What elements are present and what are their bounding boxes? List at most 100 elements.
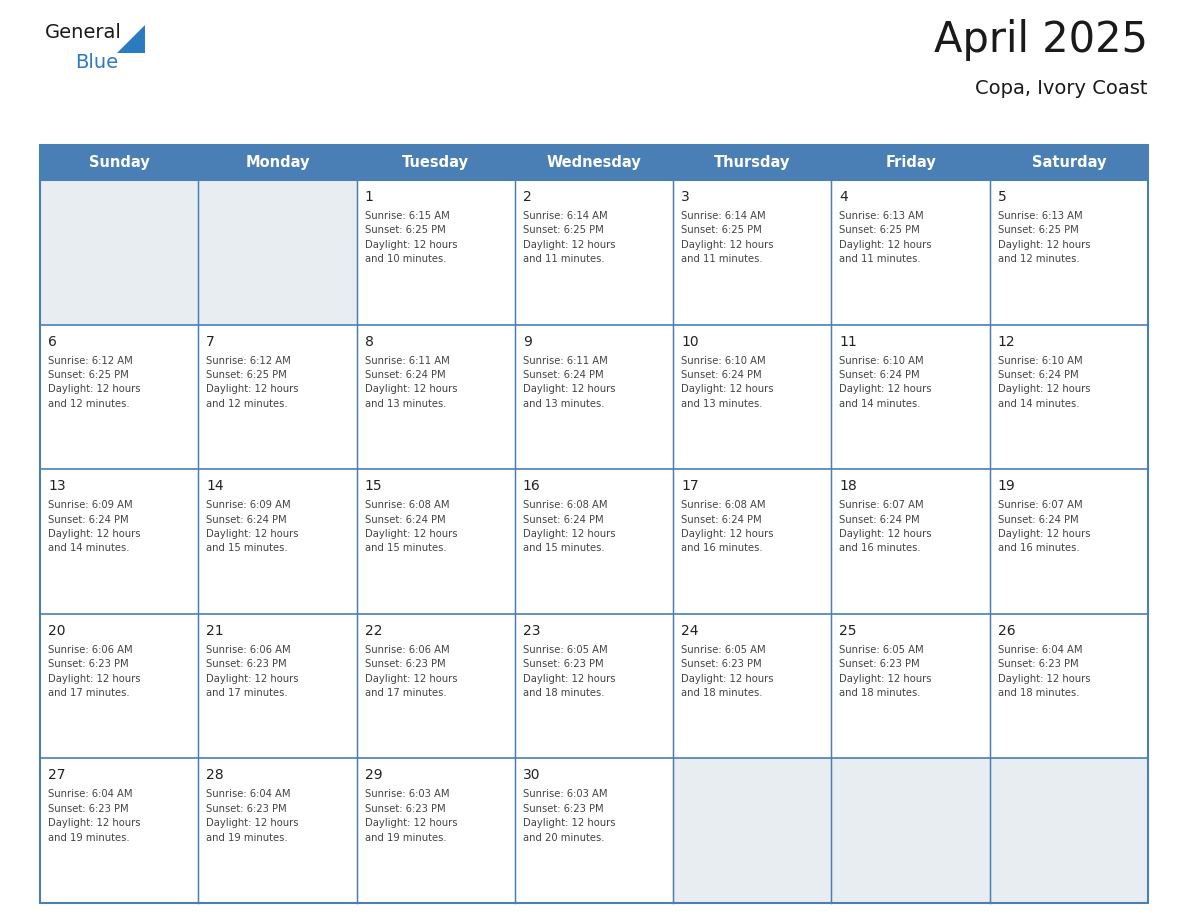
Text: Sunrise: 6:06 AM
Sunset: 6:23 PM
Daylight: 12 hours
and 17 minutes.: Sunrise: 6:06 AM Sunset: 6:23 PM Dayligh… <box>365 644 457 698</box>
Bar <box>514 614 674 758</box>
Text: 4: 4 <box>840 190 848 204</box>
Text: Sunrise: 6:11 AM
Sunset: 6:24 PM
Daylight: 12 hours
and 13 minutes.: Sunrise: 6:11 AM Sunset: 6:24 PM Dayligh… <box>365 355 457 409</box>
Text: Sunrise: 6:08 AM
Sunset: 6:24 PM
Daylight: 12 hours
and 15 minutes.: Sunrise: 6:08 AM Sunset: 6:24 PM Dayligh… <box>365 500 457 554</box>
Text: Sunrise: 6:09 AM
Sunset: 6:24 PM
Daylight: 12 hours
and 15 minutes.: Sunrise: 6:09 AM Sunset: 6:24 PM Dayligh… <box>207 500 299 554</box>
Text: Sunrise: 6:04 AM
Sunset: 6:23 PM
Daylight: 12 hours
and 18 minutes.: Sunrise: 6:04 AM Sunset: 6:23 PM Dayligh… <box>998 644 1091 698</box>
Bar <box>990 325 1148 469</box>
Text: 26: 26 <box>998 624 1016 638</box>
Bar <box>990 758 1148 903</box>
Text: Sunrise: 6:04 AM
Sunset: 6:23 PM
Daylight: 12 hours
and 19 minutes.: Sunrise: 6:04 AM Sunset: 6:23 PM Dayligh… <box>207 789 299 843</box>
Text: Sunrise: 6:14 AM
Sunset: 6:25 PM
Daylight: 12 hours
and 11 minutes.: Sunrise: 6:14 AM Sunset: 6:25 PM Dayligh… <box>681 211 773 264</box>
Text: Copa, Ivory Coast: Copa, Ivory Coast <box>975 79 1148 98</box>
Bar <box>990 469 1148 614</box>
Text: 6: 6 <box>48 334 57 349</box>
Text: Saturday: Saturday <box>1031 155 1106 170</box>
Bar <box>514 180 674 325</box>
Text: 19: 19 <box>998 479 1016 493</box>
Text: 30: 30 <box>523 768 541 782</box>
Text: Thursday: Thursday <box>714 155 790 170</box>
Text: Sunrise: 6:08 AM
Sunset: 6:24 PM
Daylight: 12 hours
and 16 minutes.: Sunrise: 6:08 AM Sunset: 6:24 PM Dayligh… <box>681 500 773 554</box>
Bar <box>514 325 674 469</box>
Bar <box>40 469 198 614</box>
Polygon shape <box>116 25 145 53</box>
Bar <box>356 180 514 325</box>
Bar <box>674 614 832 758</box>
Text: 9: 9 <box>523 334 532 349</box>
Text: 29: 29 <box>365 768 383 782</box>
Bar <box>990 180 1148 325</box>
Text: 14: 14 <box>207 479 223 493</box>
Text: Sunrise: 6:07 AM
Sunset: 6:24 PM
Daylight: 12 hours
and 16 minutes.: Sunrise: 6:07 AM Sunset: 6:24 PM Dayligh… <box>840 500 931 554</box>
Text: Sunrise: 6:06 AM
Sunset: 6:23 PM
Daylight: 12 hours
and 17 minutes.: Sunrise: 6:06 AM Sunset: 6:23 PM Dayligh… <box>207 644 299 698</box>
Text: Sunrise: 6:09 AM
Sunset: 6:24 PM
Daylight: 12 hours
and 14 minutes.: Sunrise: 6:09 AM Sunset: 6:24 PM Dayligh… <box>48 500 140 554</box>
Text: Sunrise: 6:15 AM
Sunset: 6:25 PM
Daylight: 12 hours
and 10 minutes.: Sunrise: 6:15 AM Sunset: 6:25 PM Dayligh… <box>365 211 457 264</box>
Bar <box>198 325 356 469</box>
Text: 17: 17 <box>681 479 699 493</box>
Bar <box>832 469 990 614</box>
Bar <box>674 180 832 325</box>
Text: Sunrise: 6:12 AM
Sunset: 6:25 PM
Daylight: 12 hours
and 12 minutes.: Sunrise: 6:12 AM Sunset: 6:25 PM Dayligh… <box>207 355 299 409</box>
Text: 13: 13 <box>48 479 65 493</box>
Bar <box>832 180 990 325</box>
Bar <box>198 180 356 325</box>
Bar <box>356 614 514 758</box>
Text: 27: 27 <box>48 768 65 782</box>
Bar <box>832 614 990 758</box>
Text: 5: 5 <box>998 190 1006 204</box>
Bar <box>198 614 356 758</box>
Text: 16: 16 <box>523 479 541 493</box>
Text: Sunrise: 6:14 AM
Sunset: 6:25 PM
Daylight: 12 hours
and 11 minutes.: Sunrise: 6:14 AM Sunset: 6:25 PM Dayligh… <box>523 211 615 264</box>
Text: Wednesday: Wednesday <box>546 155 642 170</box>
Text: 21: 21 <box>207 624 223 638</box>
Bar <box>356 469 514 614</box>
Bar <box>674 325 832 469</box>
Text: General: General <box>45 23 122 42</box>
Text: Monday: Monday <box>245 155 310 170</box>
Text: Sunrise: 6:13 AM
Sunset: 6:25 PM
Daylight: 12 hours
and 11 minutes.: Sunrise: 6:13 AM Sunset: 6:25 PM Dayligh… <box>840 211 931 264</box>
Text: Sunrise: 6:10 AM
Sunset: 6:24 PM
Daylight: 12 hours
and 13 minutes.: Sunrise: 6:10 AM Sunset: 6:24 PM Dayligh… <box>681 355 773 409</box>
Text: Sunrise: 6:10 AM
Sunset: 6:24 PM
Daylight: 12 hours
and 14 minutes.: Sunrise: 6:10 AM Sunset: 6:24 PM Dayligh… <box>840 355 931 409</box>
Text: Blue: Blue <box>75 53 118 72</box>
Text: 1: 1 <box>365 190 373 204</box>
Text: Sunrise: 6:05 AM
Sunset: 6:23 PM
Daylight: 12 hours
and 18 minutes.: Sunrise: 6:05 AM Sunset: 6:23 PM Dayligh… <box>840 644 931 698</box>
Text: Sunrise: 6:07 AM
Sunset: 6:24 PM
Daylight: 12 hours
and 16 minutes.: Sunrise: 6:07 AM Sunset: 6:24 PM Dayligh… <box>998 500 1091 554</box>
Bar <box>356 325 514 469</box>
Text: 15: 15 <box>365 479 383 493</box>
Bar <box>990 614 1148 758</box>
Text: 23: 23 <box>523 624 541 638</box>
Bar <box>40 614 198 758</box>
Bar <box>40 180 198 325</box>
Text: 11: 11 <box>840 334 858 349</box>
Text: Sunday: Sunday <box>89 155 150 170</box>
Bar <box>198 469 356 614</box>
Bar <box>198 758 356 903</box>
Text: Sunrise: 6:05 AM
Sunset: 6:23 PM
Daylight: 12 hours
and 18 minutes.: Sunrise: 6:05 AM Sunset: 6:23 PM Dayligh… <box>681 644 773 698</box>
Text: 24: 24 <box>681 624 699 638</box>
Bar <box>832 758 990 903</box>
Text: Sunrise: 6:11 AM
Sunset: 6:24 PM
Daylight: 12 hours
and 13 minutes.: Sunrise: 6:11 AM Sunset: 6:24 PM Dayligh… <box>523 355 615 409</box>
Text: 10: 10 <box>681 334 699 349</box>
Text: 18: 18 <box>840 479 858 493</box>
Text: Sunrise: 6:12 AM
Sunset: 6:25 PM
Daylight: 12 hours
and 12 minutes.: Sunrise: 6:12 AM Sunset: 6:25 PM Dayligh… <box>48 355 140 409</box>
Text: 22: 22 <box>365 624 383 638</box>
Bar <box>40 758 198 903</box>
Text: Sunrise: 6:05 AM
Sunset: 6:23 PM
Daylight: 12 hours
and 18 minutes.: Sunrise: 6:05 AM Sunset: 6:23 PM Dayligh… <box>523 644 615 698</box>
Text: 28: 28 <box>207 768 223 782</box>
Bar <box>674 469 832 614</box>
Bar <box>40 325 198 469</box>
Text: 7: 7 <box>207 334 215 349</box>
Text: Sunrise: 6:03 AM
Sunset: 6:23 PM
Daylight: 12 hours
and 20 minutes.: Sunrise: 6:03 AM Sunset: 6:23 PM Dayligh… <box>523 789 615 843</box>
Bar <box>514 469 674 614</box>
Text: 20: 20 <box>48 624 65 638</box>
Text: 2: 2 <box>523 190 531 204</box>
Text: 12: 12 <box>998 334 1016 349</box>
Bar <box>674 758 832 903</box>
Text: 3: 3 <box>681 190 690 204</box>
Text: Sunrise: 6:04 AM
Sunset: 6:23 PM
Daylight: 12 hours
and 19 minutes.: Sunrise: 6:04 AM Sunset: 6:23 PM Dayligh… <box>48 789 140 843</box>
Text: Friday: Friday <box>885 155 936 170</box>
Bar <box>40 145 1148 903</box>
Bar <box>356 758 514 903</box>
Text: Sunrise: 6:06 AM
Sunset: 6:23 PM
Daylight: 12 hours
and 17 minutes.: Sunrise: 6:06 AM Sunset: 6:23 PM Dayligh… <box>48 644 140 698</box>
Text: April 2025: April 2025 <box>934 19 1148 61</box>
Text: Tuesday: Tuesday <box>403 155 469 170</box>
